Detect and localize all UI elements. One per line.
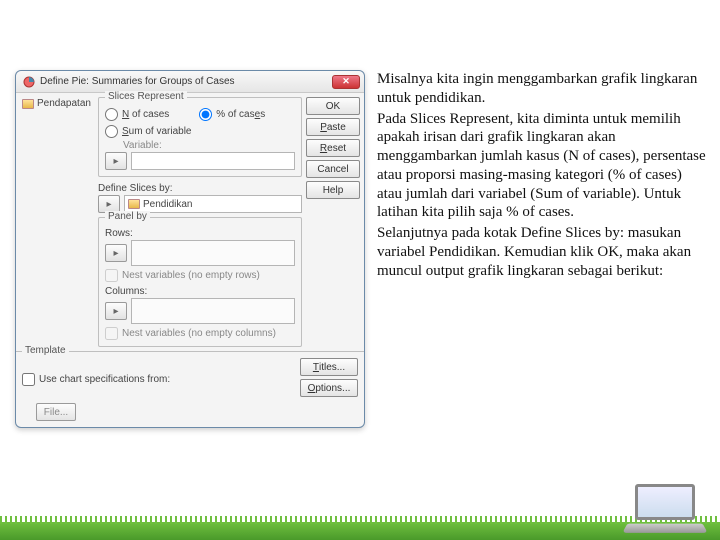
nest-columns-input xyxy=(105,327,118,340)
define-slices-label: Define Slices by: xyxy=(98,183,302,194)
radio-sum-input[interactable] xyxy=(105,125,118,138)
grass-decoration xyxy=(0,522,720,540)
help-button[interactable]: Help xyxy=(306,181,360,199)
dialog-title: Define Pie: Summaries for Groups of Case… xyxy=(40,76,332,87)
columns-label: Columns: xyxy=(105,286,295,297)
define-slices-input[interactable]: Pendidikan xyxy=(124,195,302,213)
template-title: Template xyxy=(22,345,69,356)
nest-rows-input xyxy=(105,269,118,282)
laptop-decoration xyxy=(625,484,705,534)
rows-listbox[interactable] xyxy=(131,240,295,266)
options-button[interactable]: Options... xyxy=(300,379,358,397)
variable-list[interactable]: Pendapatan xyxy=(20,97,94,347)
nest-columns-label: Nest variables (no empty columns) xyxy=(122,328,276,339)
use-chart-spec-checkbox[interactable]: Use chart specifications from: xyxy=(22,373,170,386)
rows-label: Rows: xyxy=(105,228,295,239)
radio-n-of-cases[interactable]: N of cases xyxy=(105,108,169,121)
article-text: Misalnya kita ingin menggambarkan grafik… xyxy=(377,70,710,428)
nest-rows-label: Nest variables (no empty rows) xyxy=(122,270,260,281)
use-chart-spec-input[interactable] xyxy=(22,373,35,386)
reset-button[interactable]: Reset xyxy=(306,139,360,157)
footer-decoration xyxy=(0,480,720,540)
radio-pct-input[interactable] xyxy=(199,108,212,121)
titles-button[interactable]: Titles... xyxy=(300,358,358,376)
file-button: File... xyxy=(36,403,76,421)
define-slices-value: Pendidikan xyxy=(143,199,192,210)
variable-item-label: Pendapatan xyxy=(37,98,91,109)
app-icon xyxy=(22,75,36,89)
slices-represent-group: Slices Represent N of cases % of cases xyxy=(98,97,302,177)
article-p3: Selanjutnya pada kotak Define Slices by:… xyxy=(377,224,710,280)
variable-item-pendapatan[interactable]: Pendapatan xyxy=(20,97,94,110)
radio-pct-of-cases[interactable]: % of cases xyxy=(199,108,265,121)
template-group: Template Use chart specifications from: … xyxy=(16,351,364,403)
article-p1: Misalnya kita ingin menggambarkan grafik… xyxy=(377,70,710,108)
panel-by-group: Panel by Rows: ▸ Nest variables (no empt… xyxy=(98,217,302,347)
nest-rows-checkbox: Nest variables (no empty rows) xyxy=(105,269,295,282)
dialog-buttons-column: OK Paste Reset Cancel Help xyxy=(306,97,360,347)
radio-n-input[interactable] xyxy=(105,108,118,121)
article-p2: Pada Slices Represent, kita diminta untu… xyxy=(377,110,710,223)
close-button[interactable]: ✕ xyxy=(332,75,360,89)
paste-button[interactable]: Paste xyxy=(306,118,360,136)
move-rows-button[interactable]: ▸ xyxy=(105,244,127,262)
columns-listbox[interactable] xyxy=(131,298,295,324)
define-pie-dialog: Define Pie: Summaries for Groups of Case… xyxy=(15,70,365,428)
cancel-button[interactable]: Cancel xyxy=(306,160,360,178)
ok-button[interactable]: OK xyxy=(306,97,360,115)
nest-columns-checkbox: Nest variables (no empty columns) xyxy=(105,327,295,340)
move-columns-button[interactable]: ▸ xyxy=(105,302,127,320)
titlebar[interactable]: Define Pie: Summaries for Groups of Case… xyxy=(16,71,364,93)
variable-field-label: Variable: xyxy=(123,140,295,151)
move-right-button[interactable]: ▸ xyxy=(105,152,127,170)
sum-variable-input xyxy=(131,152,295,170)
ruler-icon xyxy=(22,99,34,109)
radio-sum-of-variable[interactable]: Sum of variable xyxy=(105,125,295,138)
group-title: Slices Represent xyxy=(105,91,187,102)
group-title: Panel by xyxy=(105,211,150,222)
ruler-icon xyxy=(128,199,140,209)
